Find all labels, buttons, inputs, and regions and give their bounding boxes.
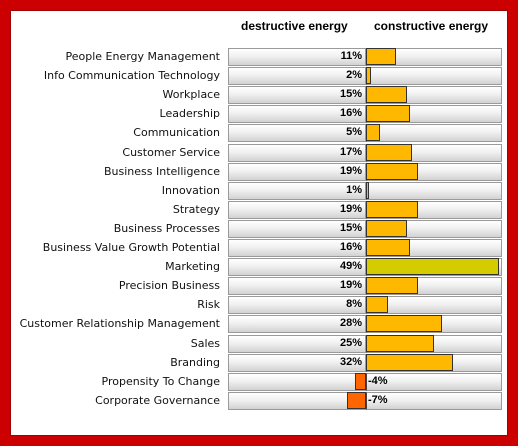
energy-bar — [366, 163, 418, 180]
destructive-cell — [228, 182, 366, 200]
destructive-cell — [228, 163, 366, 181]
value-label: 16% — [339, 241, 362, 253]
destructive-cell — [228, 354, 366, 372]
energy-bar — [355, 373, 366, 390]
category-label: Customer Relationship Management — [19, 317, 220, 330]
energy-bar — [366, 48, 396, 65]
category-label: Communication — [133, 126, 220, 139]
category-label: Customer Service — [122, 146, 220, 159]
destructive-cell — [228, 239, 366, 257]
category-label: Sales — [190, 337, 220, 350]
value-label: 1% — [346, 184, 362, 196]
category-label: Innovation — [161, 184, 220, 197]
destructive-cell — [228, 335, 366, 353]
category-label: Corporate Governance — [95, 394, 220, 407]
value-label: 28% — [339, 317, 362, 329]
constructive-cell — [366, 124, 502, 142]
category-label: Info Communication Technology — [43, 69, 220, 82]
category-label: Branding — [170, 356, 220, 369]
value-label: 2% — [346, 69, 362, 81]
energy-bar — [366, 277, 418, 294]
destructive-cell — [228, 277, 366, 295]
destructive-cell — [228, 392, 366, 410]
value-label: -7% — [368, 394, 388, 406]
energy-bar — [366, 296, 388, 313]
value-label: 49% — [339, 260, 362, 272]
destructive-cell — [228, 258, 366, 276]
energy-bar — [366, 220, 407, 237]
destructive-cell — [228, 48, 366, 66]
category-label: Leadership — [159, 107, 220, 120]
energy-bar — [366, 105, 410, 122]
energy-bar — [366, 67, 371, 84]
category-label: Business Intelligence — [103, 165, 220, 178]
energy-bar — [366, 258, 499, 275]
value-label: 11% — [340, 50, 362, 62]
category-label: Propensity To Change — [101, 375, 220, 388]
destructive-cell — [228, 315, 366, 333]
constructive-cell — [366, 67, 502, 85]
destructive-cell — [228, 296, 366, 314]
energy-bar — [366, 239, 410, 256]
value-label: 25% — [339, 337, 362, 349]
energy-bar — [347, 392, 366, 409]
destructive-cell — [228, 105, 366, 123]
destructive-cell — [228, 86, 366, 104]
destructive-cell — [228, 220, 366, 238]
energy-bar — [366, 182, 369, 199]
category-label: Workplace — [162, 88, 220, 101]
category-label: Precision Business — [118, 279, 220, 292]
header-destructive: destructive energy — [241, 19, 348, 33]
category-label: Business Value Growth Potential — [42, 241, 220, 254]
value-label: 32% — [339, 356, 362, 368]
category-label: Strategy — [172, 203, 220, 216]
value-label: 16% — [339, 107, 362, 119]
value-label: 15% — [339, 222, 362, 234]
value-label: 19% — [339, 279, 362, 291]
constructive-cell — [366, 392, 502, 410]
energy-bar — [366, 201, 418, 218]
constructive-cell — [366, 182, 502, 200]
value-label: 17% — [339, 146, 362, 158]
value-label: 15% — [339, 88, 362, 100]
destructive-cell — [228, 67, 366, 85]
category-label: People Energy Management — [65, 50, 220, 63]
energy-bar — [366, 86, 407, 103]
value-label: -4% — [368, 375, 388, 387]
energy-bar — [366, 144, 412, 161]
constructive-cell — [366, 373, 502, 391]
destructive-cell — [228, 201, 366, 219]
value-label: 19% — [339, 165, 362, 177]
category-label: Risk — [197, 298, 220, 311]
value-label: 8% — [346, 298, 362, 310]
energy-bar — [366, 315, 442, 332]
energy-bar — [366, 354, 453, 371]
value-label: 5% — [346, 126, 362, 138]
value-label: 19% — [339, 203, 362, 215]
category-label: Marketing — [165, 260, 220, 273]
destructive-cell — [228, 144, 366, 162]
destructive-cell — [228, 124, 366, 142]
destructive-cell — [228, 373, 366, 391]
header-constructive: constructive energy — [374, 19, 489, 33]
category-label: Business Processes — [113, 222, 220, 235]
energy-bar — [366, 124, 380, 141]
energy-bar — [366, 335, 434, 352]
